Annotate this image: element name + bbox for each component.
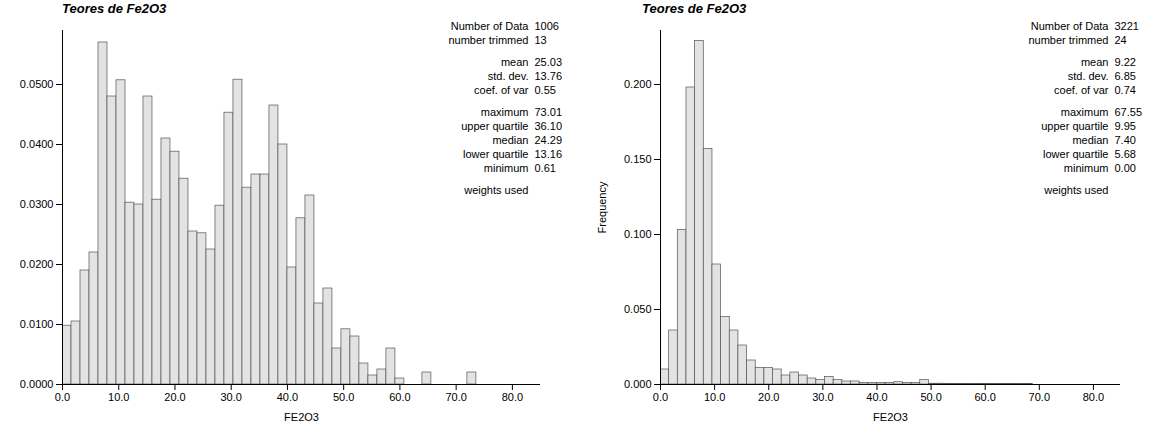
html-text:67.55: 67.55 [1114, 106, 1142, 118]
html-text:0.55: 0.55 [534, 84, 556, 96]
html-text:std. dev.: std. dev. [1067, 70, 1109, 82]
svg-text:0.100: 0.100 [624, 228, 652, 240]
html-text:1006: 1006 [534, 20, 559, 32]
html-text:Number of Data: Number of Data [1030, 20, 1109, 32]
html-text:9.22: 9.22 [1114, 56, 1136, 68]
html-text:upper quartile: upper quartile [1041, 120, 1109, 132]
svg-text:70.0: 70.0 [445, 391, 466, 403]
html-text:minimum: minimum [483, 162, 529, 174]
html-text:7.40: 7.40 [1114, 134, 1136, 146]
svg-text:0.0100: 0.0100 [20, 318, 54, 330]
svg-text:40.0: 40.0 [866, 391, 887, 403]
svg-text:10.0: 10.0 [704, 391, 725, 403]
svg-text:60.0: 60.0 [389, 391, 410, 403]
svg-text:0.0: 0.0 [55, 391, 70, 403]
html-text:24: 24 [1114, 34, 1127, 46]
svg-text:20.0: 20.0 [164, 391, 185, 403]
html-text:coef. of var: coef. of var [1054, 84, 1109, 96]
html-text:5.68: 5.68 [1114, 148, 1136, 160]
html-text:Teores de Fe2O3: Teores de Fe2O3 [62, 1, 167, 16]
svg-text:Frequency: Frequency [596, 181, 608, 233]
html-text:upper quartile: upper quartile [461, 120, 529, 132]
svg-text:0.0500: 0.0500 [20, 78, 54, 90]
svg-text:FE2O3: FE2O3 [284, 411, 319, 423]
html-text:Number of Data: Number of Data [450, 20, 529, 32]
html-text:0.61: 0.61 [534, 162, 556, 174]
svg-text:80.0: 80.0 [502, 391, 523, 403]
html-text:weights used: weights used [1044, 184, 1109, 196]
html-text:24.29: 24.29 [534, 134, 562, 146]
svg-text:70.0: 70.0 [1029, 391, 1050, 403]
html-text:13.76: 13.76 [534, 70, 562, 82]
html-text:mean: mean [500, 56, 529, 68]
html-text:0.74: 0.74 [1114, 84, 1136, 96]
html-text:13: 13 [534, 34, 547, 46]
html-text:lower quartile: lower quartile [463, 148, 529, 160]
svg-text:30.0: 30.0 [220, 391, 241, 403]
html-text:73.01: 73.01 [534, 106, 562, 118]
html-text:maximum: maximum [480, 106, 529, 118]
svg-text:10.0: 10.0 [108, 391, 129, 403]
svg-text:40.0: 40.0 [277, 391, 298, 403]
html-text:lower quartile: lower quartile [1043, 148, 1109, 160]
html-text:number trimmed: number trimmed [1028, 34, 1109, 46]
html-text:std. dev.: std. dev. [487, 70, 529, 82]
svg-text:80.0: 80.0 [1083, 391, 1104, 403]
svg-text:0.0: 0.0 [653, 391, 668, 403]
svg-text:0.200: 0.200 [624, 78, 652, 90]
svg-text:0.0200: 0.0200 [20, 258, 54, 270]
html-text:coef. of var: coef. of var [474, 84, 529, 96]
html-text:weights used: weights used [464, 184, 529, 196]
svg-text:0.050: 0.050 [624, 303, 652, 315]
html-text:median: median [492, 134, 529, 146]
html-text:Teores de Fe2O3: Teores de Fe2O3 [642, 1, 747, 16]
svg-text:50.0: 50.0 [920, 391, 941, 403]
svg-text:30.0: 30.0 [812, 391, 833, 403]
html-text:mean: mean [1080, 56, 1109, 68]
html-text:25.03: 25.03 [534, 56, 562, 68]
html-text:0.00: 0.00 [1114, 162, 1136, 174]
html-text:9.95: 9.95 [1114, 120, 1136, 132]
html-text:3221: 3221 [1114, 20, 1139, 32]
html-text:median: median [1072, 134, 1109, 146]
svg-text:0.0300: 0.0300 [20, 198, 54, 210]
html-text:minimum: minimum [1063, 162, 1109, 174]
html-text:maximum: maximum [1060, 106, 1109, 118]
svg-text:0.000: 0.000 [624, 378, 652, 390]
svg-text:FE2O3: FE2O3 [873, 411, 908, 423]
svg-text:20.0: 20.0 [758, 391, 779, 403]
svg-text:0.0000: 0.0000 [20, 378, 54, 390]
html-text:13.16: 13.16 [534, 148, 562, 160]
html-text:6.85: 6.85 [1114, 70, 1136, 82]
svg-text:0.150: 0.150 [624, 153, 652, 165]
svg-text:50.0: 50.0 [333, 391, 354, 403]
html-text:number trimmed: number trimmed [448, 34, 529, 46]
html-text:36.10: 36.10 [534, 120, 562, 132]
svg-text:0.0400: 0.0400 [20, 138, 54, 150]
svg-text:60.0: 60.0 [974, 391, 995, 403]
